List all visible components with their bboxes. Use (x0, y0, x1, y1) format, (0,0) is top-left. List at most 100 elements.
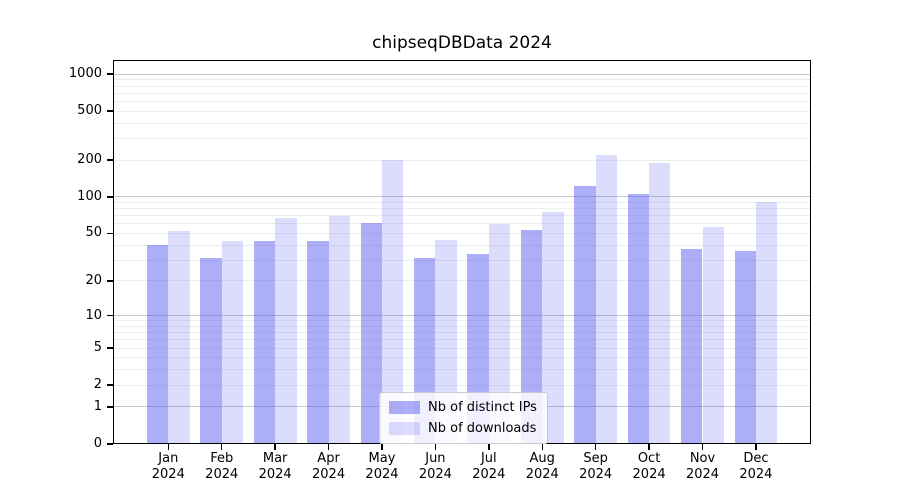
legend-label-downloads: Nb of downloads (428, 421, 537, 436)
gridline-minor (113, 325, 811, 327)
bar-oct-downloads (649, 162, 671, 444)
gridline-minor (113, 384, 811, 386)
y-tick-label: 500 (77, 103, 102, 119)
x-tick-label: Oct 2024 (632, 451, 666, 482)
gridline-minor (113, 320, 811, 322)
gridline-minor (113, 122, 811, 124)
gridline-minor (113, 215, 811, 217)
chart-title: chipseqDBData 2024 (372, 33, 552, 53)
bar-dec-distinct-ips (734, 250, 756, 444)
bar-apr-downloads (328, 215, 350, 444)
y-tick (107, 406, 113, 408)
x-tick (488, 444, 490, 450)
x-tick-label: Aug 2024 (525, 451, 559, 482)
x-tick (274, 444, 276, 450)
gridline-minor (113, 259, 811, 261)
x-tick (327, 444, 330, 450)
gridline-minor (113, 208, 811, 210)
legend-item-downloads: Nb of downloads (389, 420, 537, 437)
bar-sep-downloads (595, 155, 618, 444)
x-tick-label: Apr 2024 (312, 451, 346, 482)
y-tick (107, 110, 113, 112)
gridline-minor (113, 92, 811, 94)
y-tick-label: 10 (85, 307, 102, 323)
legend-item-distinct-ips: Nb of distinct IPs (389, 399, 537, 416)
gridline-minor (113, 244, 811, 246)
y-tick (107, 73, 113, 75)
x-tick-label: Nov 2024 (685, 451, 720, 482)
gridline-minor (113, 223, 811, 225)
y-tick-label: 100 (77, 188, 102, 204)
bar-oct-distinct-ips (627, 194, 650, 444)
bar-nov-distinct-ips (681, 249, 703, 444)
x-tick (648, 444, 650, 450)
x-tick-label: May 2024 (365, 451, 399, 482)
bar-mar-distinct-ips (253, 241, 276, 444)
x-tick-label: Jan 2024 (151, 451, 185, 482)
x-tick-label: Dec 2024 (739, 451, 773, 482)
gridline-minor (113, 339, 811, 341)
bar-apr-distinct-ips (307, 241, 329, 444)
gridline-minor (113, 79, 811, 81)
bar-mar-downloads (275, 218, 297, 444)
x-tick (541, 444, 543, 450)
gridline-minor (113, 332, 811, 334)
legend: Nb of distinct IPs Nb of downloads (379, 392, 548, 444)
bar-nov-downloads (702, 226, 724, 444)
gridline-minor (113, 232, 811, 234)
bar-jan-distinct-ips (146, 245, 169, 444)
gridline-major (113, 196, 811, 198)
y-tick-label: 1000 (68, 66, 102, 82)
bar-may-distinct-ips (360, 223, 382, 444)
x-tick (221, 444, 223, 450)
bar-feb-downloads (221, 241, 244, 444)
gridline-minor (113, 110, 811, 112)
y-tick (107, 280, 113, 282)
bar-jan-downloads (168, 231, 190, 444)
gridline-minor (113, 357, 811, 359)
bar-jul-downloads (488, 223, 511, 444)
y-tick (107, 314, 113, 317)
gridline-minor (113, 159, 811, 161)
y-tick-label: 200 (77, 152, 102, 168)
x-tick (167, 444, 169, 450)
x-tick (594, 444, 597, 450)
gridline-minor (113, 100, 811, 102)
x-tick (701, 444, 704, 450)
bar-sep-distinct-ips (574, 185, 596, 444)
y-tick (107, 443, 113, 445)
gridline-minor (113, 137, 811, 139)
y-tick-label: 1 (93, 398, 102, 414)
gridline-major (113, 315, 811, 317)
y-tick-label: 20 (85, 272, 102, 288)
x-tick (434, 444, 437, 450)
legend-swatch-downloads (389, 422, 420, 435)
bar-aug-distinct-ips (520, 230, 543, 444)
bar-feb-distinct-ips (200, 258, 222, 444)
y-tick-label: 2 (93, 377, 102, 393)
x-tick (755, 444, 757, 450)
x-tick-label: Jun 2024 (418, 451, 452, 482)
gridline-minor (113, 201, 811, 203)
gridline-major (113, 73, 811, 75)
x-tick-label: Feb 2024 (205, 451, 239, 482)
x-tick-label: Sep 2024 (579, 451, 613, 482)
y-tick-label: 50 (85, 225, 102, 241)
gridline-minor (113, 85, 811, 87)
gridline-minor (113, 347, 811, 349)
y-tick (107, 347, 113, 349)
y-tick (107, 232, 113, 235)
y-tick (107, 196, 113, 198)
x-tick (381, 444, 383, 450)
bar-dec-downloads (755, 202, 778, 444)
bar-aug-downloads (542, 212, 564, 444)
y-tick (107, 159, 113, 161)
y-tick-label: 5 (93, 340, 102, 356)
y-tick (107, 384, 113, 386)
legend-swatch-distinct-ips (389, 401, 420, 414)
bar-may-downloads (381, 160, 404, 444)
gridline-minor (113, 280, 811, 282)
y-tick-label: 0 (93, 436, 102, 451)
x-tick-label: Jul 2024 (472, 451, 506, 482)
